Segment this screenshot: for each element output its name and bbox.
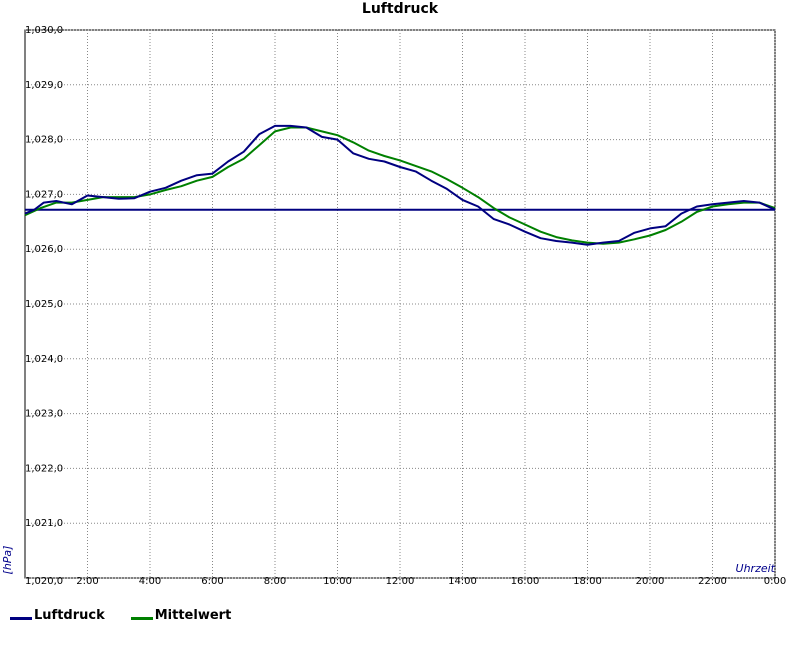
legend-label-mittelwert: Mittelwert bbox=[154, 608, 232, 623]
x-tick-label: 0:00 bbox=[764, 576, 786, 587]
y-tick-label: 1,026,0 bbox=[25, 244, 63, 255]
y-tick-label: 1,030,0 bbox=[25, 25, 63, 36]
legend-item-luftdruck: Luftdruck bbox=[10, 608, 105, 623]
y-axis-ticks: 1,020,0 1,021,0 1,022,0 1,023,0 1,024,0 1,025… bbox=[25, 25, 63, 587]
x-tick-label: 10:00 bbox=[323, 576, 352, 587]
legend-item-mittelwert: Mittelwert bbox=[130, 608, 232, 623]
x-tick-label: 18:00 bbox=[573, 576, 602, 587]
legend-swatch-luftdruck bbox=[10, 617, 32, 620]
y-axis-label: [hPa] bbox=[1, 546, 14, 575]
y-tick-label: 1,020,0 bbox=[25, 576, 63, 587]
y-tick-label: 1,027,0 bbox=[25, 189, 63, 200]
legend-label-luftdruck: Luftdruck bbox=[34, 608, 105, 623]
x-tick-label: 4:00 bbox=[139, 576, 161, 587]
y-tick-label: 1,021,0 bbox=[25, 518, 63, 529]
grid bbox=[24, 29, 776, 579]
y-tick-label: 1,028,0 bbox=[25, 135, 63, 146]
x-tick-label: 12:00 bbox=[386, 576, 415, 587]
x-axis-label: Uhrzeit bbox=[736, 562, 776, 575]
x-tick-label: 14:00 bbox=[448, 576, 477, 587]
chart-title: Luftdruck bbox=[362, 1, 439, 17]
legend: Luftdruck Mittelwert bbox=[10, 608, 231, 623]
series-line-mittelwert bbox=[24, 126, 776, 245]
x-tick-label: 16:00 bbox=[511, 576, 540, 587]
x-tick-label: 8:00 bbox=[264, 576, 286, 587]
y-tick-label: 1,024,0 bbox=[25, 354, 63, 365]
series-line-luftdruck bbox=[24, 124, 776, 246]
x-axis-ticks: 2:00 4:00 6:00 8:00 10:00 12:00 14:00 16:00 18:0… bbox=[76, 576, 786, 587]
legend-swatch-mittelwert bbox=[130, 617, 153, 620]
x-tick-label: 20:00 bbox=[636, 576, 665, 587]
y-tick-label: 1,025,0 bbox=[25, 299, 63, 310]
x-tick-label: 2:00 bbox=[76, 576, 98, 587]
y-tick-label: 1,022,0 bbox=[25, 463, 63, 474]
y-tick-label: 1,023,0 bbox=[25, 409, 63, 420]
y-tick-label: 1,029,0 bbox=[25, 80, 63, 91]
series-group bbox=[24, 124, 776, 246]
x-tick-label: 6:00 bbox=[201, 576, 223, 587]
x-tick-label: 22:00 bbox=[698, 576, 727, 587]
